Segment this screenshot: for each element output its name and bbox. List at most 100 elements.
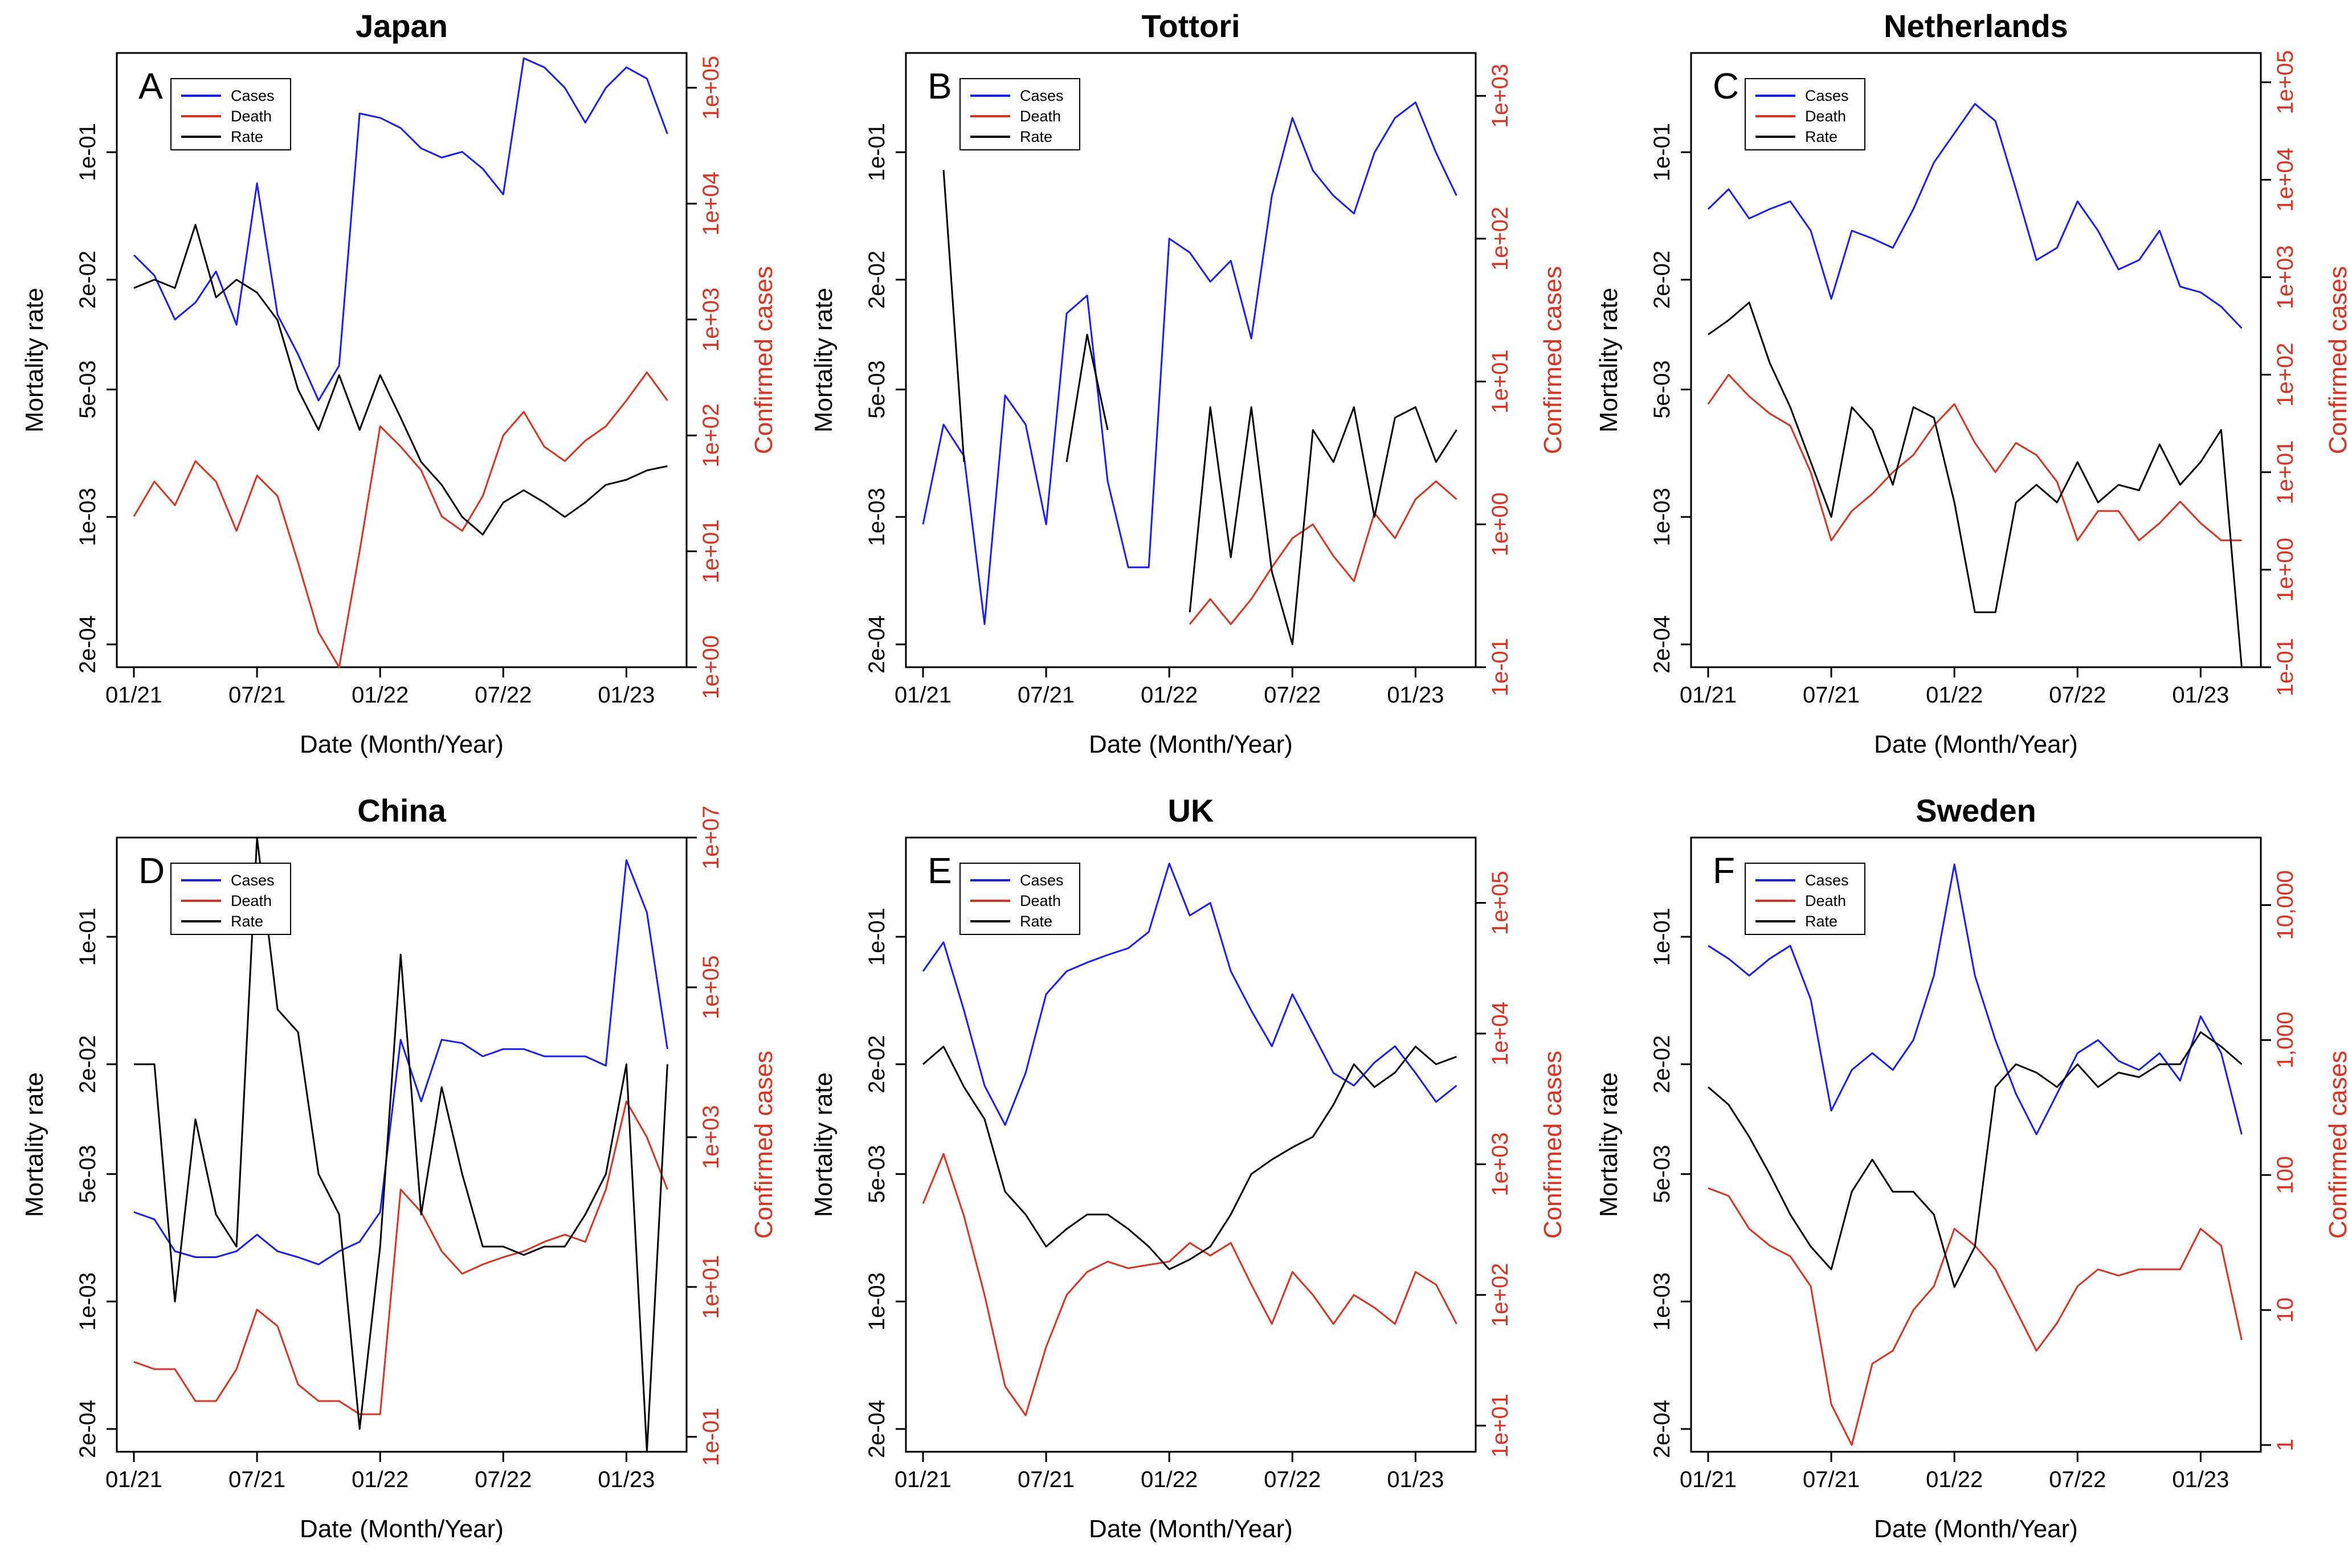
legend-box — [170, 863, 291, 935]
x-tick-label: 01/22 — [352, 683, 409, 708]
y-tick-label: 2e-02 — [75, 251, 100, 309]
y-tick-label: 1e-03 — [864, 1272, 889, 1330]
x-tick-label: 01/23 — [1387, 683, 1444, 708]
y-tick-label: 2e-04 — [75, 1400, 100, 1458]
x-tick-label: 07/22 — [2049, 1467, 2106, 1492]
y2-tick-label: 1e+03 — [699, 1105, 724, 1169]
y-tick-label: 5e-03 — [1649, 360, 1675, 418]
y2-tick-label: 1e+05 — [699, 956, 724, 1019]
x-axis-title: Date (Month/Year) — [1874, 730, 2078, 758]
panel-letter: A — [138, 66, 163, 107]
x-tick-label: 01/21 — [1680, 683, 1737, 708]
y2-tick-label: 1e-01 — [1488, 638, 1513, 696]
legend-label-death: Death — [1020, 108, 1061, 125]
plot-frame — [905, 52, 1477, 668]
y2-axis-title: Confirmed cases — [2324, 1051, 2348, 1239]
panel-title: UK — [1168, 793, 1214, 828]
y-tick-label: 1e-03 — [75, 488, 100, 546]
legend-label-rate: Rate — [231, 913, 263, 930]
y-tick-label: 1e-03 — [864, 488, 889, 546]
series-line-rate — [942, 170, 1457, 646]
y-tick-label: 5e-03 — [75, 360, 100, 418]
y2-tick-label: 1e+02 — [699, 403, 724, 467]
x-tick-label: 01/23 — [2172, 1467, 2229, 1492]
y-tick-label: 2e-04 — [1649, 1400, 1675, 1458]
series-line-cases — [922, 101, 1457, 625]
x-tick-label: 07/21 — [228, 683, 285, 708]
y2-tick-label: 1e+04 — [699, 172, 724, 235]
plot-frame — [116, 52, 688, 668]
legend-label-rate: Rate — [1805, 128, 1837, 145]
series-line-cases — [133, 859, 668, 1265]
series-line-death — [922, 1153, 1457, 1416]
y2-tick-label: 1e+00 — [699, 635, 724, 699]
x-tick-label: 01/22 — [352, 1467, 409, 1492]
panel-e: UK E 1e-01 2e-02 5e-03 1e-03 2e-04 1e+05 1e+04 1e… — [810, 793, 1567, 1543]
y-axis-title: Mortality rate — [21, 288, 48, 432]
y-axis-title: Mortality rate — [810, 1072, 838, 1217]
x-tick-label: 01/23 — [1387, 1467, 1444, 1492]
y-tick-label: 2e-04 — [1649, 615, 1675, 673]
y-tick-label: 1e-03 — [1649, 1272, 1675, 1330]
panel-letter: D — [138, 850, 165, 891]
y2-tick-label: 1e+00 — [1488, 492, 1513, 556]
x-tick-label: 01/21 — [895, 1467, 952, 1492]
panel-title: Netherlands — [1884, 8, 2068, 44]
y-tick-label: 2e-02 — [864, 1035, 889, 1093]
x-tick-label: 01/23 — [598, 1467, 655, 1492]
y-tick-label: 1e-03 — [1649, 488, 1675, 546]
legend-box — [959, 78, 1080, 150]
panel-c: Netherlands C 1e-01 2e-02 5e-03 1e-03 2e-04 1e+… — [1595, 8, 2348, 758]
y2-axis-title: Confirmed cases — [1539, 266, 1567, 454]
series-line-rate — [1708, 301, 2243, 668]
y-axis-title: Mortality rate — [21, 1072, 48, 1217]
x-tick-label: 07/21 — [1018, 1467, 1075, 1492]
legend-box — [1745, 78, 1865, 150]
y-tick-label: 1e-01 — [1649, 908, 1675, 966]
legend-label-rate: Rate — [1020, 913, 1052, 930]
x-tick-label: 01/23 — [598, 683, 655, 708]
x-tick-label: 01/21 — [105, 1467, 162, 1492]
x-axis-title: Date (Month/Year) — [300, 730, 504, 758]
y-tick-label: 5e-03 — [864, 360, 889, 418]
y2-tick-label: 1 — [2273, 1439, 2298, 1451]
panel-letter: F — [1713, 850, 1735, 891]
x-tick-label: 01/22 — [1141, 683, 1198, 708]
legend-label-death: Death — [1805, 108, 1846, 125]
y2-axis-title: Confirmed cases — [750, 266, 778, 454]
series-line-cases — [922, 863, 1457, 1126]
x-tick-label: 07/21 — [228, 1467, 285, 1492]
panel-d: China D 1e-01 2e-02 5e-03 1e-03 2e-04 1e+07 1e+0… — [21, 793, 778, 1543]
y-tick-label: 2e-04 — [75, 615, 100, 673]
y2-tick-label: 1e+07 — [699, 806, 724, 869]
x-tick-label: 01/22 — [1926, 683, 1983, 708]
legend-label-rate: Rate — [1805, 913, 1837, 930]
y2-tick-label: 1,000 — [2273, 1011, 2298, 1068]
y2-tick-label: 1e+05 — [2273, 50, 2298, 114]
y-tick-label: 5e-03 — [864, 1145, 889, 1203]
y-tick-label: 2e-02 — [1649, 251, 1675, 309]
plot-frame — [1690, 836, 2262, 1453]
y2-tick-label: 1e+02 — [1488, 207, 1513, 271]
legend-box — [170, 78, 291, 150]
x-tick-label: 07/21 — [1803, 683, 1860, 708]
x-axis-title: Date (Month/Year) — [300, 1515, 504, 1543]
x-axis-title: Date (Month/Year) — [1089, 730, 1293, 758]
x-tick-label: 01/22 — [1926, 1467, 1983, 1492]
legend-label-cases: Cases — [1020, 872, 1064, 889]
y2-tick-label: 1e+01 — [699, 519, 724, 583]
legend-label-death: Death — [231, 108, 272, 125]
y2-tick-label: 1e+04 — [1488, 1002, 1513, 1065]
legend-label-cases: Cases — [1020, 87, 1064, 104]
y2-tick-label: 1e+05 — [1488, 871, 1513, 935]
x-tick-label: 01/23 — [2172, 683, 2229, 708]
y-tick-label: 1e-01 — [864, 123, 889, 181]
panel-title: Tottori — [1141, 8, 1240, 44]
legend-label-cases: Cases — [231, 872, 275, 889]
y2-tick-label: 10,000 — [2273, 870, 2298, 940]
legend-label-death: Death — [1805, 892, 1846, 909]
x-tick-label: 07/21 — [1803, 1467, 1860, 1492]
x-tick-label: 01/21 — [895, 683, 952, 708]
legend-box — [1745, 863, 1865, 935]
